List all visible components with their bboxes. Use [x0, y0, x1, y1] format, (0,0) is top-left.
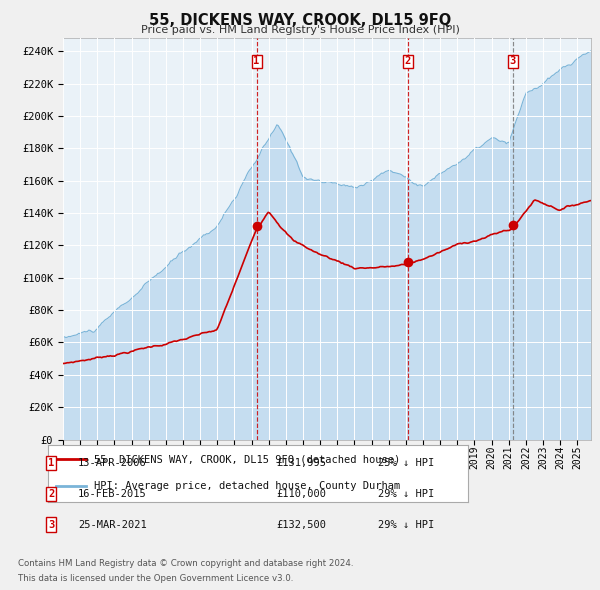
Text: 29% ↓ HPI: 29% ↓ HPI — [378, 489, 434, 499]
Text: £132,500: £132,500 — [276, 520, 326, 529]
Text: £110,000: £110,000 — [276, 489, 326, 499]
Text: £131,995: £131,995 — [276, 458, 326, 468]
Text: 16-FEB-2015: 16-FEB-2015 — [78, 489, 147, 499]
Text: 25-MAR-2021: 25-MAR-2021 — [78, 520, 147, 529]
Text: 13-APR-2006: 13-APR-2006 — [78, 458, 147, 468]
Text: This data is licensed under the Open Government Licence v3.0.: This data is licensed under the Open Gov… — [18, 574, 293, 583]
Text: Price paid vs. HM Land Registry's House Price Index (HPI): Price paid vs. HM Land Registry's House … — [140, 25, 460, 35]
Text: HPI: Average price, detached house, County Durham: HPI: Average price, detached house, Coun… — [94, 481, 400, 491]
Text: 2: 2 — [405, 57, 411, 67]
Text: 1: 1 — [253, 57, 260, 67]
Text: 29% ↓ HPI: 29% ↓ HPI — [378, 520, 434, 529]
Text: 1: 1 — [48, 458, 54, 468]
Text: 2: 2 — [48, 489, 54, 499]
Text: 3: 3 — [509, 57, 516, 67]
Text: 55, DICKENS WAY, CROOK, DL15 9FQ: 55, DICKENS WAY, CROOK, DL15 9FQ — [149, 13, 451, 28]
Text: 3: 3 — [48, 520, 54, 529]
Text: 55, DICKENS WAY, CROOK, DL15 9FQ (detached house): 55, DICKENS WAY, CROOK, DL15 9FQ (detach… — [94, 454, 400, 464]
Text: Contains HM Land Registry data © Crown copyright and database right 2024.: Contains HM Land Registry data © Crown c… — [18, 559, 353, 568]
Text: 25% ↓ HPI: 25% ↓ HPI — [378, 458, 434, 468]
